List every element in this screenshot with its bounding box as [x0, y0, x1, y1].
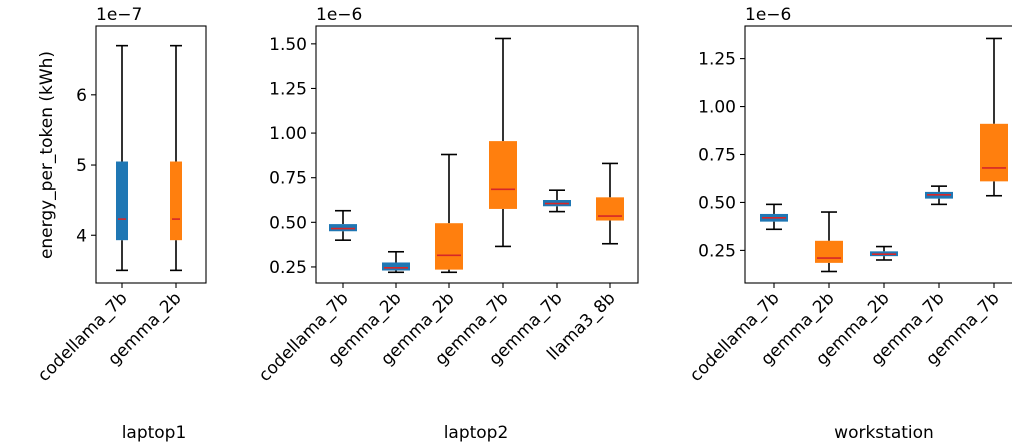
x-axis-label: laptop1: [122, 423, 187, 443]
axes-frame: [744, 25, 1012, 284]
y-tick-label: 1.50: [269, 35, 307, 55]
box-iqr: [382, 262, 410, 271]
box-codellama_7b-0: [329, 209, 357, 241]
axes-frame: [315, 25, 639, 284]
box-iqr: [170, 161, 182, 241]
panel-workstation: 0.250.500.751.001.251e−6codellama_7bgemm…: [686, 5, 1012, 443]
y-tick-label: 6: [76, 86, 87, 106]
box-gemma_2b-1: [382, 250, 410, 274]
box-iqr: [329, 224, 357, 232]
x-tick-label: codellama_7b: [255, 288, 353, 386]
y-tick-label: 0.50: [269, 213, 307, 233]
box-iqr: [815, 240, 843, 263]
x-tick-label: codellama_7b: [686, 288, 784, 386]
y-tick-label: 0.75: [269, 169, 307, 189]
box-codellama_7b-0: [760, 203, 788, 231]
box-gemma_7b-4: [980, 37, 1008, 197]
axes-frame: [95, 25, 207, 284]
box-gemma_7b-4: [543, 189, 571, 213]
box-iqr: [435, 223, 463, 270]
offset-label: 1e−6: [316, 5, 362, 25]
y-tick-label: 0.50: [698, 193, 736, 213]
offset-label: 1e−6: [745, 5, 791, 25]
y-tick-label: 1.25: [698, 50, 736, 70]
x-tick-label: codellama_7b: [34, 288, 132, 386]
box-codellama_7b-0: [116, 44, 128, 272]
y-axis-label: energy_per_token (kWh): [37, 51, 57, 259]
y-tick-label: 0.25: [269, 258, 307, 278]
y-tick-label: 0.75: [698, 146, 736, 166]
offset-label: 1e−7: [96, 5, 142, 25]
box-gemma_2b-1: [170, 44, 182, 272]
y-tick-label: 1.00: [698, 98, 736, 118]
x-axis-label: laptop2: [444, 423, 509, 443]
y-tick-label: 1.00: [269, 124, 307, 144]
box-iqr: [596, 197, 624, 221]
box-gemma_7b-3: [489, 37, 517, 248]
box-iqr: [489, 141, 517, 209]
y-tick-label: 0.25: [698, 241, 736, 261]
panel-laptop2: 0.25 0.50 0.75 1.00 1.25 1.50 1e−6 codellama_7b…: [255, 5, 639, 443]
box-gemma_2b-1: [815, 211, 843, 273]
y-tick-label: 4: [76, 226, 87, 246]
box-gemma_2b-2: [870, 245, 898, 261]
box-llama3_8b-5: [596, 162, 624, 245]
box-gemma_2b-2: [435, 153, 463, 274]
x-axis-label: workstation: [834, 423, 934, 443]
box-gemma_7b-3: [925, 185, 953, 206]
box-iqr: [116, 161, 128, 241]
y-tick-label: 1.25: [269, 79, 307, 99]
box-iqr: [980, 123, 1008, 182]
y-tick-label: 5: [76, 156, 87, 176]
